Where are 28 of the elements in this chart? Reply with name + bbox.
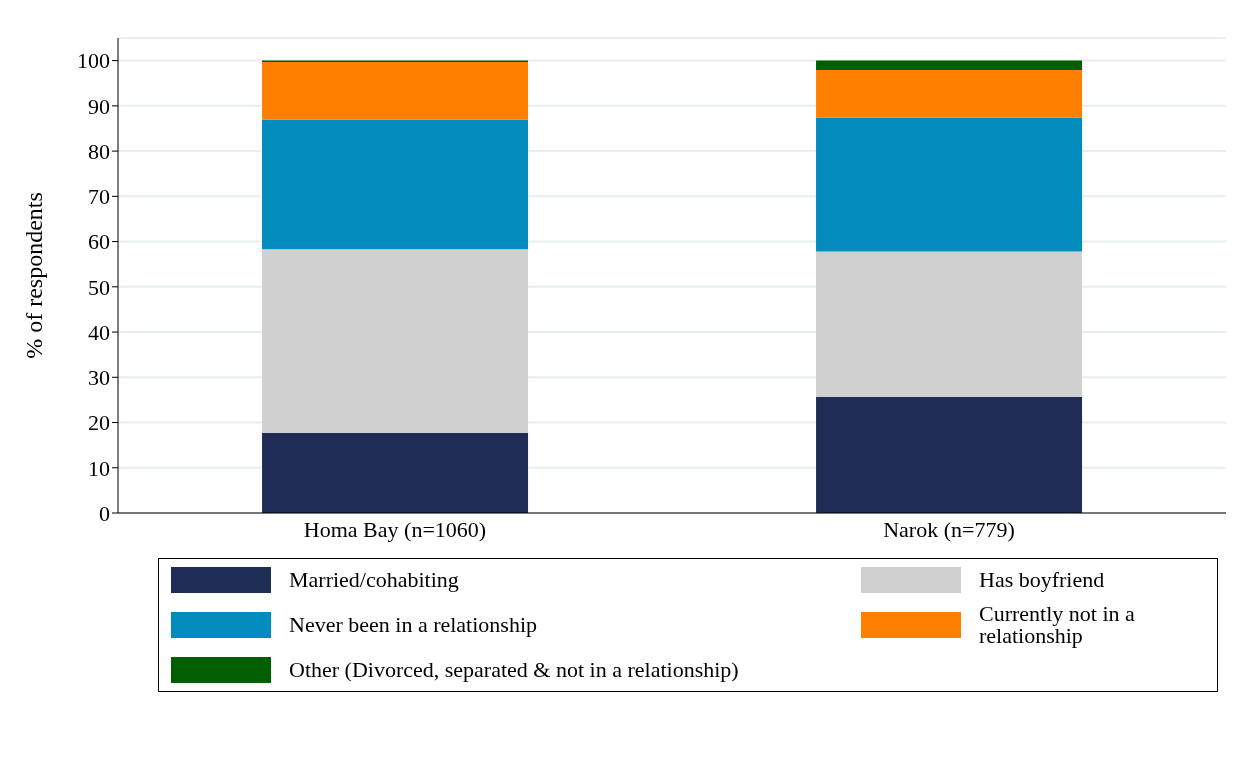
y-tick-label: 50	[88, 274, 110, 300]
x-tick-label: Homa Bay (n=1060)	[303, 516, 487, 542]
y-tick-label: 80	[88, 138, 110, 164]
y-axis-title: % of respondents	[20, 192, 47, 359]
y-tick-label: 0	[99, 500, 110, 526]
legend-label: Other (Divorced, separated & not in a relationship)	[289, 657, 739, 682]
bar	[262, 61, 529, 120]
bar	[262, 432, 529, 513]
legend-label: Currently not in a relationship	[979, 601, 1136, 648]
y-tick-label: 60	[88, 229, 110, 255]
y-tick-label: 100	[77, 48, 110, 74]
legend-label: Has boyfriend	[979, 567, 1105, 592]
bar	[816, 396, 1083, 513]
y-tick-label: 10	[88, 455, 110, 481]
bar	[816, 60, 1083, 71]
bar	[262, 119, 529, 250]
bar	[816, 70, 1083, 118]
bar	[816, 117, 1083, 252]
bar	[816, 251, 1083, 397]
y-tick-label: 70	[88, 184, 110, 210]
legend-label: Married/cohabiting	[289, 567, 459, 592]
legend-label: Never been in a relationship	[289, 612, 538, 637]
y-tick-label: 90	[88, 93, 110, 119]
y-tick-label: 20	[88, 410, 110, 436]
x-tick-label: Narok (n=779)	[883, 516, 1015, 542]
y-tick-label: 40	[88, 319, 110, 345]
y-tick-label: 30	[88, 365, 110, 391]
bar	[262, 249, 529, 433]
